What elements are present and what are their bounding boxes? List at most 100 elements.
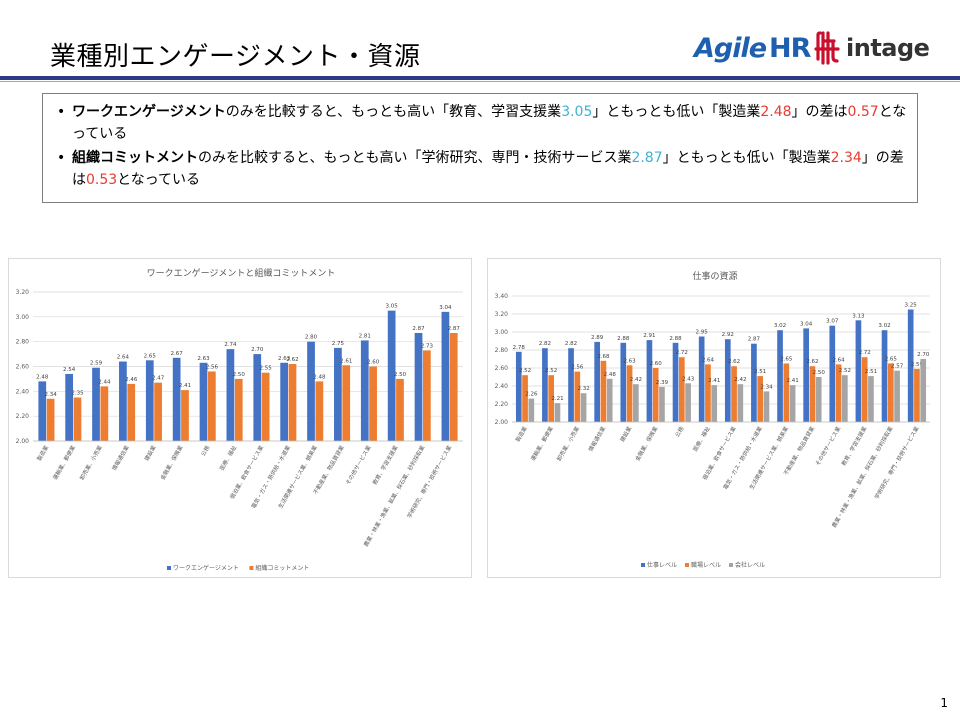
highest-value: 2.87 (631, 150, 663, 166)
x-tick-label: 医療、福祉 (691, 425, 712, 453)
y-tick-label: 2.20 (16, 413, 30, 420)
data-label: 2.60 (367, 360, 380, 366)
data-label: 2.82 (539, 341, 551, 347)
data-label: 2.55 (259, 366, 272, 372)
data-label: 2.52 (519, 368, 531, 374)
bar (92, 367, 100, 441)
bar (731, 366, 737, 422)
data-label: 2.39 (656, 380, 669, 386)
data-label: 2.47 (152, 376, 165, 382)
bar (789, 385, 796, 422)
bar (868, 376, 874, 422)
bar (855, 320, 862, 422)
x-tick-label: 農業・林業・漁業、鉱業、採石業、砂利採取業 (362, 444, 427, 548)
x-tick-label: 公務 (673, 425, 686, 439)
bar (606, 378, 613, 422)
data-label: 2.72 (676, 350, 688, 356)
bar (920, 359, 927, 422)
bullet-text: 」の差は (791, 104, 848, 120)
x-tick-label: 卸売業、小売業 (78, 444, 104, 482)
bar (207, 371, 216, 441)
y-tick-label: 2.20 (495, 401, 509, 408)
bar (522, 375, 528, 422)
bar (763, 391, 770, 422)
data-label: 2.50 (813, 370, 826, 376)
data-label: 2.63 (623, 358, 636, 364)
data-label: 2.41 (786, 378, 798, 384)
data-label: 2.57 (891, 364, 904, 370)
bar (626, 365, 633, 422)
title-divider-thin (0, 81, 960, 82)
data-label: 2.64 (702, 357, 715, 363)
data-label: 2.63 (197, 356, 210, 362)
bar (711, 385, 718, 422)
bar (441, 311, 450, 441)
engagement-commitment-chart: ワークエンゲージメントと組織コミットメント 2.00 2.20 2.40 2.60 2.8… (8, 258, 472, 578)
x-tick-label: 学術研究、専門・技術サービス業 (872, 425, 920, 501)
legend-swatch (641, 563, 645, 567)
legend-swatch (167, 566, 171, 570)
data-label: 2.41 (179, 383, 191, 389)
data-label: 2.34 (760, 384, 773, 390)
bar (777, 330, 783, 422)
bar (181, 390, 189, 441)
bar (46, 398, 55, 441)
bar (127, 383, 136, 441)
bar (894, 370, 900, 422)
x-tick-label: 建設業 (618, 425, 633, 444)
y-tick-label: 3.40 (495, 293, 509, 300)
y-tick-label: 2.40 (16, 388, 30, 395)
bar (887, 363, 894, 422)
data-label: 3.13 (852, 313, 865, 319)
data-label: 2.34 (44, 392, 57, 398)
bar (253, 354, 262, 441)
legend-label: 組織コミットメント (255, 564, 309, 572)
bar (154, 382, 162, 441)
data-label: 3.05 (386, 304, 399, 310)
x-tick-label: 運輸業、郵便業 (51, 444, 77, 482)
bullet-text: 」の差は (72, 150, 904, 188)
data-label: 2.64 (832, 357, 845, 363)
bar (568, 348, 574, 422)
data-label: 2.70 (251, 347, 264, 353)
x-tick-label: 金融業、保険業 (158, 444, 184, 482)
bar (315, 381, 324, 441)
data-label: 3.07 (826, 319, 839, 325)
bar (554, 403, 561, 422)
bar (414, 332, 423, 441)
bar (307, 341, 315, 441)
data-label: 2.95 (696, 330, 709, 336)
x-tick-label: 教育、学習支援業 (371, 444, 400, 487)
job-resources-chart-svg: 仕事の資源 2.00 2.20 2.40 2.60 2.80 3.00 3.20 3.40 2.7… (495, 270, 930, 569)
data-label: 2.92 (722, 332, 734, 338)
x-tick-label: 公務 (199, 444, 212, 458)
bar (646, 340, 653, 422)
summary-box: • ワークエンゲージメントのみを比較すると、もっとも高い「教育、学習支援業3.0… (42, 93, 918, 203)
y-tick-label: 2.60 (495, 365, 509, 372)
data-label: 2.91 (643, 333, 655, 339)
y-tick-label: 2.40 (495, 383, 509, 390)
data-label: 2.42 (630, 377, 642, 383)
bullet-text: 」ともっとも低い「製造業 (662, 150, 831, 166)
data-label: 2.59 (911, 362, 924, 368)
bullet-dot: • (57, 150, 66, 166)
data-label: 2.62 (728, 359, 740, 365)
y-tick-label: 2.00 (16, 438, 30, 445)
x-tick-label: 情報通信業 (586, 425, 607, 453)
data-label: 3.02 (774, 323, 786, 329)
bullet-text: となっている (117, 172, 201, 188)
data-label: 2.65 (780, 357, 793, 363)
bar (199, 362, 208, 441)
data-label: 2.87 (448, 326, 461, 332)
highest-value: 3.05 (561, 104, 593, 120)
data-label: 2.72 (859, 350, 871, 356)
data-label: 3.04 (800, 321, 813, 327)
bar (422, 350, 431, 441)
bar (548, 375, 555, 422)
y-tick-label: 2.00 (495, 419, 509, 426)
legend-swatch (685, 563, 689, 567)
chart-title: 仕事の資源 (692, 270, 737, 282)
legend-swatch (249, 566, 254, 570)
agile-hr-logo: Agile HR (694, 33, 811, 64)
bar (835, 364, 842, 422)
